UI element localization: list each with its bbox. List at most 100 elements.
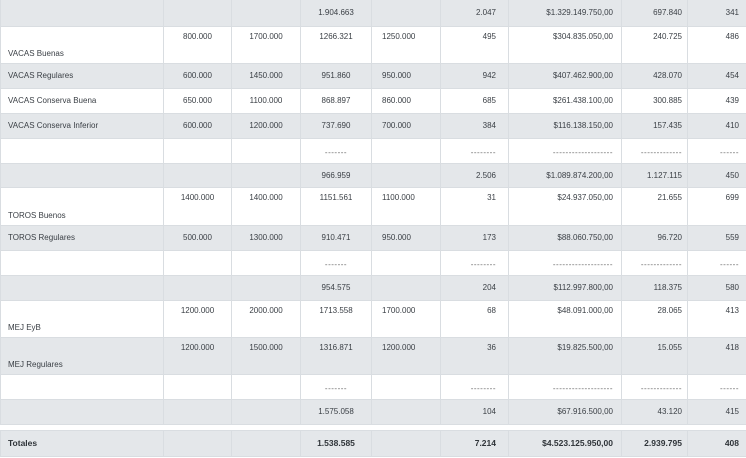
value-cell: ------------- — [621, 137, 688, 164]
value-cell: 1200.000 — [163, 299, 232, 338]
value-cell: 21.655 — [621, 186, 688, 226]
value-cell: ------ — [687, 137, 746, 164]
value-cell: 910.471 — [300, 224, 372, 251]
value-cell — [371, 162, 441, 188]
value-cell: 2.939.795 — [621, 429, 688, 457]
row-label-cell — [0, 0, 164, 27]
value-cell: $116.138.150,00 — [508, 112, 622, 139]
value-cell — [371, 429, 441, 457]
value-cell: 31 — [440, 186, 509, 226]
value-cell: 43.120 — [621, 398, 688, 425]
value-cell: 1400.000 — [163, 186, 232, 226]
value-cell: 454 — [687, 62, 746, 89]
table-row: 1.575.058 104 $67.916.500,00 43.120 415 — [0, 398, 746, 425]
row-label-cell — [0, 398, 164, 425]
value-cell: 600.000 — [163, 112, 232, 139]
value-cell — [163, 137, 232, 164]
value-cell — [371, 0, 441, 27]
value-cell: $1.089.874.200,00 — [508, 162, 622, 188]
value-cell: $304.835.050,00 — [508, 25, 622, 64]
value-cell: $19.825.500,00 — [508, 336, 622, 375]
row-label-cell: VACAS Conserva Buena — [0, 87, 164, 114]
value-cell: $24.937.050,00 — [508, 186, 622, 226]
table-row: VACAS Conserva Buena 650.000 1100.000 868.8… — [0, 87, 746, 114]
value-cell: 1450.000 — [231, 62, 301, 89]
table-row: ------- -------- ------------------- ------… — [0, 373, 746, 400]
table-row: TOROS Buenos 1400.000 1400.000 1151.561 1100… — [0, 186, 746, 226]
value-cell — [231, 274, 301, 301]
value-cell — [231, 137, 301, 164]
value-cell — [231, 373, 301, 400]
table-row: 954.575 204 $112.997.800,00 118.375 580 — [0, 274, 746, 301]
value-cell: ------- — [300, 249, 372, 276]
value-cell: $1.329.149.750,00 — [508, 0, 622, 27]
row-label-cell: TOROS Buenos — [0, 186, 164, 226]
value-cell: 1400.000 — [231, 186, 301, 226]
value-cell: ------------------- — [508, 137, 622, 164]
table-row: MEJ Regulares 1200.000 1500.000 1316.871 120… — [0, 336, 746, 375]
value-cell — [163, 162, 232, 188]
value-cell: 384 — [440, 112, 509, 139]
value-cell: 2.506 — [440, 162, 509, 188]
value-cell: ------------- — [621, 373, 688, 400]
value-cell: 800.000 — [163, 25, 232, 64]
value-cell: 173 — [440, 224, 509, 251]
table-row: ------- -------- ------------------- ------… — [0, 137, 746, 164]
value-cell — [163, 274, 232, 301]
value-cell: 1100.000 — [371, 186, 441, 226]
value-cell — [371, 373, 441, 400]
value-cell: 950.000 — [371, 62, 441, 89]
value-cell — [163, 0, 232, 27]
value-cell: 408 — [687, 429, 746, 457]
value-cell: 860.000 — [371, 87, 441, 114]
value-cell: 28.065 — [621, 299, 688, 338]
value-cell: 36 — [440, 336, 509, 375]
value-cell — [163, 249, 232, 276]
value-cell: 737.690 — [300, 112, 372, 139]
value-cell — [163, 429, 232, 457]
value-cell: $88.060.750,00 — [508, 224, 622, 251]
value-cell: 500.000 — [163, 224, 232, 251]
table-row: VACAS Conserva Inferior 600.000 1200.000 73… — [0, 112, 746, 139]
row-label-cell — [0, 137, 164, 164]
value-cell: 1.127.115 — [621, 162, 688, 188]
value-cell: 685 — [440, 87, 509, 114]
value-cell: 415 — [687, 398, 746, 425]
value-cell: 1713.558 — [300, 299, 372, 338]
value-cell: 413 — [687, 299, 746, 338]
table-row: VACAS Regulares 600.000 1450.000 951.860 950… — [0, 62, 746, 89]
value-cell: 1700.000 — [231, 25, 301, 64]
row-label-cell: VACAS Conserva Inferior — [0, 112, 164, 139]
table-row: 966.959 2.506 $1.089.874.200,00 1.127.115 45… — [0, 162, 746, 188]
value-cell: 1.575.058 — [300, 398, 372, 425]
value-cell: 1316.871 — [300, 336, 372, 375]
value-cell: $67.916.500,00 — [508, 398, 622, 425]
value-cell: 1700.000 — [371, 299, 441, 338]
value-cell: 1100.000 — [231, 87, 301, 114]
table-row: ------- -------- ------------------- ------… — [0, 249, 746, 276]
value-cell — [371, 398, 441, 425]
value-cell: 410 — [687, 112, 746, 139]
value-cell: 1500.000 — [231, 336, 301, 375]
value-cell: ------ — [687, 373, 746, 400]
value-cell: $261.438.100,00 — [508, 87, 622, 114]
value-cell — [231, 398, 301, 425]
value-cell: 1200.000 — [231, 112, 301, 139]
row-label-cell — [0, 373, 164, 400]
row-label-cell: VACAS Buenas — [0, 25, 164, 64]
value-cell: 450 — [687, 162, 746, 188]
row-label-cell: TOROS Regulares — [0, 224, 164, 251]
value-cell: ------------------- — [508, 249, 622, 276]
value-cell: ------- — [300, 373, 372, 400]
value-cell: ------ — [687, 249, 746, 276]
value-cell — [163, 373, 232, 400]
value-cell: 2000.000 — [231, 299, 301, 338]
value-cell: 580 — [687, 274, 746, 301]
value-cell: -------- — [440, 249, 509, 276]
table-row: TOROS Regulares 500.000 1300.000 910.471 950… — [0, 224, 746, 251]
row-label-cell — [0, 249, 164, 276]
value-cell: 15.055 — [621, 336, 688, 375]
value-cell: 1151.561 — [300, 186, 372, 226]
value-cell: $4.523.125.950,00 — [508, 429, 622, 457]
